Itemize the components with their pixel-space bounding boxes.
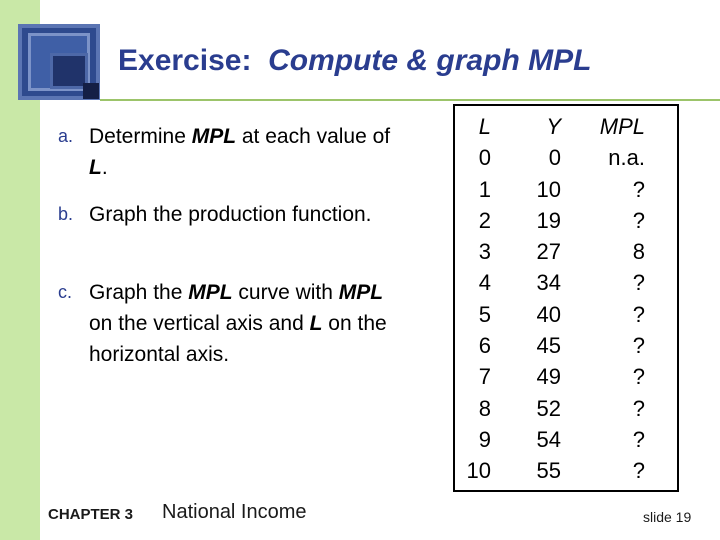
cell-mpl: ? bbox=[632, 458, 645, 484]
header-l: L bbox=[478, 114, 491, 139]
chapter-title: National Income bbox=[162, 501, 307, 523]
cell-y: 27 bbox=[536, 239, 561, 265]
column-y: Y 0 10 19 27 34 40 45 49 52 54 55 bbox=[517, 111, 561, 487]
slide-title: Exercise: Compute & graph MPL bbox=[118, 44, 592, 77]
slide-number: slide 19 bbox=[643, 509, 692, 525]
cell-mpl: ? bbox=[632, 207, 645, 233]
cell-y: 40 bbox=[536, 301, 561, 327]
header-y: Y bbox=[546, 114, 561, 139]
cell-l: 8 bbox=[478, 395, 491, 421]
cell-y: 10 bbox=[536, 176, 561, 202]
cell-l: 7 bbox=[478, 364, 491, 390]
cell-mpl: n.a. bbox=[608, 145, 645, 171]
cell-mpl: ? bbox=[632, 301, 645, 327]
chapter-label: CHAPTER 3 bbox=[48, 506, 134, 523]
cell-l: 10 bbox=[466, 458, 491, 484]
cell-y: 49 bbox=[536, 364, 561, 390]
data-table: L 0 1 2 3 4 5 6 7 8 9 10 Y 0 10 19 27 34 40 45 49 52 54 55 M… bbox=[453, 104, 679, 492]
title-underline bbox=[100, 99, 720, 101]
cell-y: 52 bbox=[536, 395, 561, 421]
cell-mpl: ? bbox=[632, 270, 645, 296]
cell-y: 19 bbox=[536, 207, 561, 233]
cell-mpl: ? bbox=[632, 426, 645, 452]
header-mpl: MPL bbox=[599, 114, 645, 139]
column-l: L 0 1 2 3 4 5 6 7 8 9 10 bbox=[463, 111, 491, 487]
cell-l: 4 bbox=[478, 270, 491, 296]
cell-mpl: ? bbox=[632, 395, 645, 421]
cell-mpl: ? bbox=[632, 364, 645, 390]
cell-y: 55 bbox=[536, 458, 561, 484]
cell-l: 5 bbox=[478, 301, 491, 327]
cell-l: 2 bbox=[478, 207, 491, 233]
exercise-item-a: a. Determine MPL at each value of L. bbox=[58, 125, 391, 179]
cell-l: 1 bbox=[478, 176, 491, 202]
cell-mpl: 8 bbox=[632, 239, 645, 265]
cell-l: 0 bbox=[478, 145, 491, 171]
cell-mpl: ? bbox=[632, 176, 645, 202]
exercise-item-b: b. Graph the production function. bbox=[58, 203, 372, 226]
cell-l: 6 bbox=[478, 333, 491, 359]
cell-l: 9 bbox=[478, 426, 491, 452]
logo-graphic bbox=[18, 24, 100, 100]
cell-l: 3 bbox=[478, 239, 491, 265]
cell-y: 0 bbox=[548, 145, 561, 171]
cell-y: 54 bbox=[536, 426, 561, 452]
exercise-item-c: c. Graph the MPL curve with MPL on the v… bbox=[58, 281, 387, 366]
cell-y: 34 bbox=[536, 270, 561, 296]
column-mpl: MPL n.a.?? 8??????? bbox=[579, 111, 645, 487]
cell-mpl: ? bbox=[632, 333, 645, 359]
cell-y: 45 bbox=[536, 333, 561, 359]
